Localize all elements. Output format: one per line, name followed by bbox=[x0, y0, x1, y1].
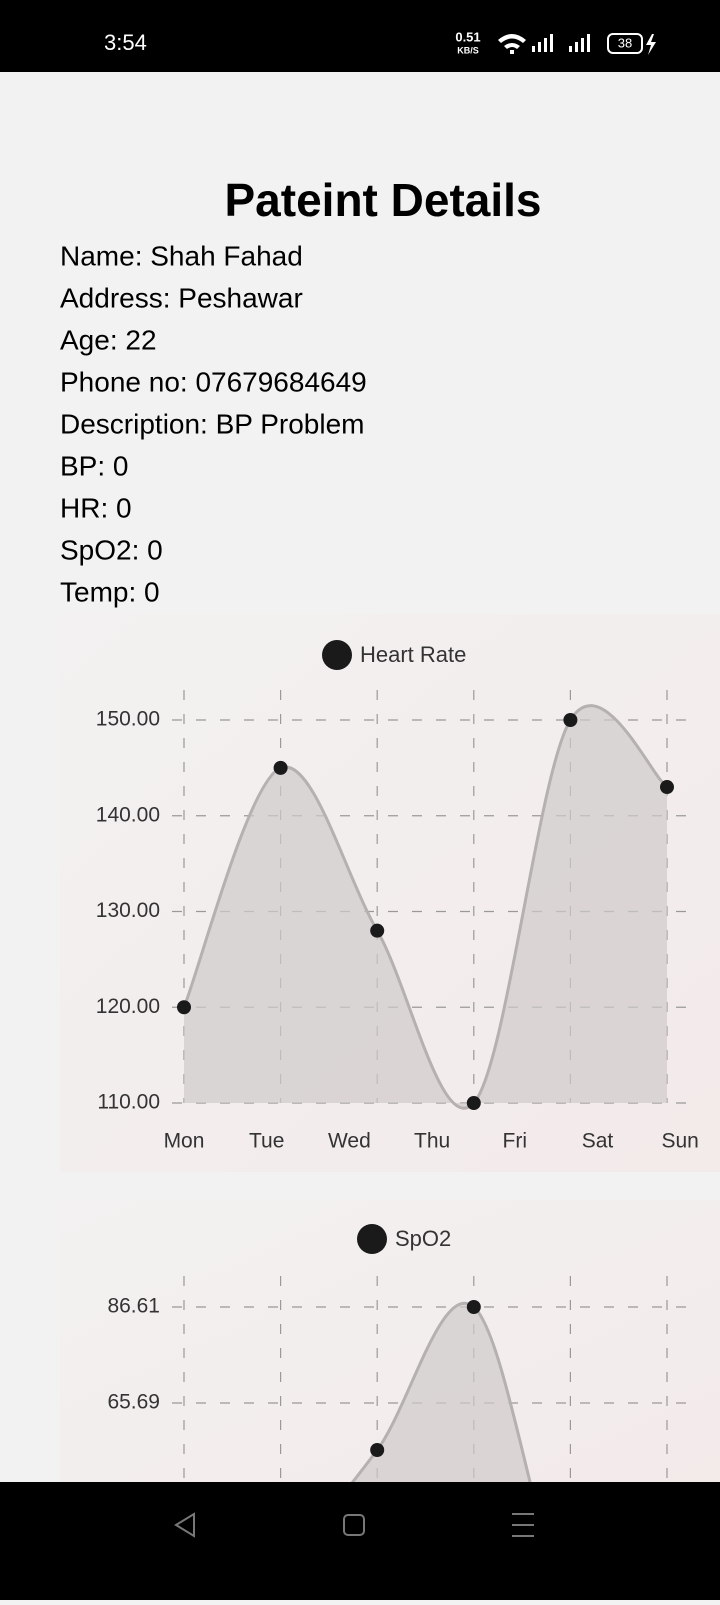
legend-marker bbox=[322, 640, 352, 670]
area-fill bbox=[352, 1303, 530, 1482]
detail-line: HR: 0 bbox=[60, 492, 132, 523]
x-tick-label: Thu bbox=[414, 1130, 450, 1153]
legend-marker bbox=[357, 1224, 387, 1254]
data-point bbox=[466, 1096, 481, 1110]
battery-icon bbox=[607, 33, 643, 54]
data-point bbox=[370, 1442, 385, 1457]
nav-home[interactable] bbox=[343, 1514, 365, 1536]
detail-line: Phone no: 07679684649 bbox=[60, 366, 367, 397]
status-time: 3:54 bbox=[104, 30, 147, 55]
y-tick-label: 86.61 bbox=[107, 1295, 160, 1318]
detail-line: Temp: 0 bbox=[60, 576, 160, 607]
area-fill bbox=[184, 705, 667, 1109]
data-point bbox=[660, 780, 674, 795]
detail-line: BP: 0 bbox=[60, 450, 128, 481]
data-point bbox=[563, 713, 578, 727]
net-speed: 0.51 bbox=[455, 29, 480, 44]
nav-back[interactable] bbox=[174, 1512, 195, 1538]
page-title: Pateint Details bbox=[225, 174, 542, 226]
battery-level: 38 bbox=[618, 35, 632, 50]
detail-line: SpO2: 0 bbox=[60, 534, 163, 565]
net-unit: KB/S bbox=[457, 45, 479, 55]
x-tick-label: Tue bbox=[249, 1130, 284, 1153]
detail-line: Age: 22 bbox=[60, 324, 157, 355]
y-tick-label: 120.00 bbox=[96, 995, 160, 1018]
detail-line: Name: Shah Fahad bbox=[60, 240, 303, 271]
legend-label: Heart Rate bbox=[360, 642, 466, 667]
legend-label: SpO2 bbox=[395, 1226, 451, 1251]
x-tick-label: Sat bbox=[582, 1130, 614, 1153]
series-line bbox=[350, 1302, 532, 1482]
x-tick-label: Mon bbox=[164, 1130, 205, 1153]
y-tick-label: 130.00 bbox=[96, 899, 160, 922]
data-point bbox=[466, 1300, 481, 1314]
x-tick-label: Sun bbox=[662, 1130, 699, 1153]
detail-line: Address: Peshawar bbox=[60, 282, 303, 313]
data-point bbox=[370, 923, 385, 938]
status-bar bbox=[0, 0, 720, 72]
y-tick-label: 110.00 bbox=[97, 1091, 160, 1114]
data-point bbox=[273, 760, 288, 775]
y-tick-label: 140.00 bbox=[96, 803, 160, 826]
y-tick-label: 150.00 bbox=[96, 708, 160, 731]
x-tick-label: Wed bbox=[328, 1130, 371, 1153]
detail-line: Description: BP Problem bbox=[60, 408, 365, 439]
signal-icons bbox=[498, 34, 656, 55]
nav-menu[interactable] bbox=[512, 1513, 534, 1537]
data-point bbox=[177, 1000, 191, 1015]
nav-bar bbox=[0, 1482, 720, 1600]
y-tick-label: 65.69 bbox=[107, 1391, 160, 1414]
x-tick-label: Fri bbox=[503, 1130, 528, 1153]
content: Pateint Details Name: Shah Fahad Address:… bbox=[60, 174, 720, 1482]
